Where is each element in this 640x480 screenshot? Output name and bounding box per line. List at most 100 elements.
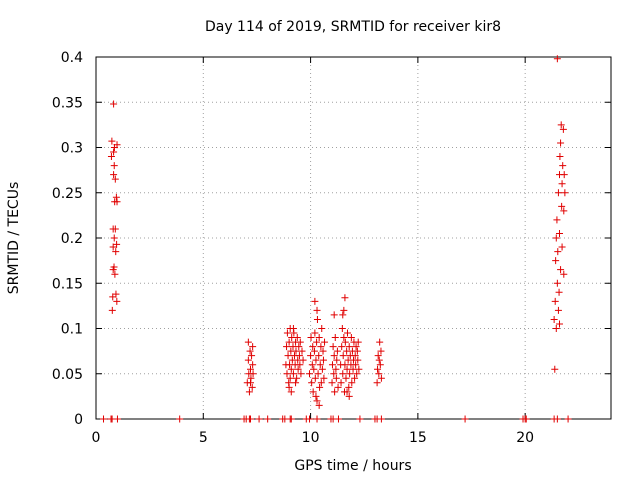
data-point <box>554 248 562 256</box>
data-point <box>556 320 563 328</box>
data-point <box>283 370 291 378</box>
y-tick-labels: 0 0.05 0.1 0.15 0.2 0.25 0.3 0.35 0.4 <box>52 50 83 428</box>
data-point <box>561 189 569 197</box>
y-tick-label: 0.4 <box>61 50 83 66</box>
data-point <box>296 361 304 369</box>
data-point <box>319 347 327 355</box>
data-point <box>309 343 317 351</box>
data-point <box>553 216 561 224</box>
data-point <box>308 379 316 387</box>
data-point <box>331 388 339 396</box>
data-point <box>299 356 307 364</box>
data-point <box>557 121 565 129</box>
data-point <box>341 294 349 302</box>
data-point <box>332 365 340 373</box>
data-point <box>343 329 351 337</box>
data-point <box>312 356 320 364</box>
data-point <box>283 329 291 337</box>
data-point <box>310 365 318 373</box>
data-point <box>244 356 252 364</box>
data-point <box>313 315 321 323</box>
data-point <box>287 365 295 373</box>
data-point <box>339 352 347 360</box>
data-point <box>375 370 383 378</box>
data-point <box>111 225 119 233</box>
data-point <box>110 263 118 271</box>
data-point <box>292 379 300 387</box>
data-point <box>312 392 320 400</box>
data-point <box>345 383 353 391</box>
data-point <box>111 175 119 183</box>
data-point <box>559 162 567 170</box>
y-tick-label: 0.3 <box>61 141 83 157</box>
data-point <box>287 415 295 423</box>
data-point <box>345 392 353 400</box>
data-point <box>346 370 354 378</box>
data-point <box>315 334 323 342</box>
data-point <box>110 100 118 108</box>
data-point <box>176 415 184 423</box>
data-point <box>558 243 566 251</box>
data-point <box>555 288 563 296</box>
data-point <box>376 338 384 346</box>
data-point <box>113 240 121 248</box>
data-point <box>328 379 336 387</box>
data-point <box>317 379 325 387</box>
data-point <box>314 370 322 378</box>
data-point <box>110 234 118 242</box>
data-point <box>550 315 558 323</box>
data-point <box>111 270 119 278</box>
grid <box>96 57 611 419</box>
data-point <box>348 379 356 387</box>
data-point <box>355 365 363 373</box>
data-point <box>286 374 294 382</box>
data-point <box>244 338 252 346</box>
data-point <box>313 338 321 346</box>
data-point <box>318 365 326 373</box>
data-point <box>108 306 116 314</box>
data-point <box>296 338 304 346</box>
data-point <box>340 306 348 314</box>
data-point <box>354 356 362 364</box>
y-tick-label: 0.25 <box>52 186 83 202</box>
data-point <box>552 257 560 265</box>
data-point <box>337 379 345 387</box>
data-point <box>249 370 257 378</box>
data-point <box>374 352 382 360</box>
data-point <box>245 388 253 396</box>
data-point <box>112 248 120 256</box>
data-point <box>113 297 121 305</box>
data-point <box>264 415 272 423</box>
data-point <box>343 388 351 396</box>
data-point <box>330 311 338 319</box>
data-point <box>100 415 108 423</box>
data-point <box>294 365 302 373</box>
data-point <box>306 415 314 423</box>
data-point <box>311 329 319 337</box>
y-axis-label: SRMTID / TECUs <box>6 182 22 295</box>
data-point <box>556 153 564 161</box>
data-point <box>318 325 326 332</box>
data-point <box>283 343 291 351</box>
data-point <box>558 202 566 210</box>
data-point <box>320 374 328 382</box>
data-point <box>557 266 565 274</box>
data-point <box>248 352 256 360</box>
x-tick-label: 20 <box>516 430 534 446</box>
data-point <box>308 361 316 369</box>
data-point <box>373 379 381 387</box>
x-tick-labels: 0 5 10 15 20 <box>92 430 535 446</box>
data-point <box>334 383 342 391</box>
data-point <box>330 370 338 378</box>
data-point <box>352 343 360 351</box>
x-tick-label: 0 <box>92 430 101 446</box>
data-point <box>306 370 314 378</box>
data-point <box>113 415 121 423</box>
data-point <box>289 370 297 378</box>
y-tick-label: 0 <box>74 412 83 428</box>
data-point <box>249 361 257 369</box>
data-point <box>313 415 321 423</box>
data-point <box>247 415 254 423</box>
x-tick-label: 10 <box>302 430 320 446</box>
